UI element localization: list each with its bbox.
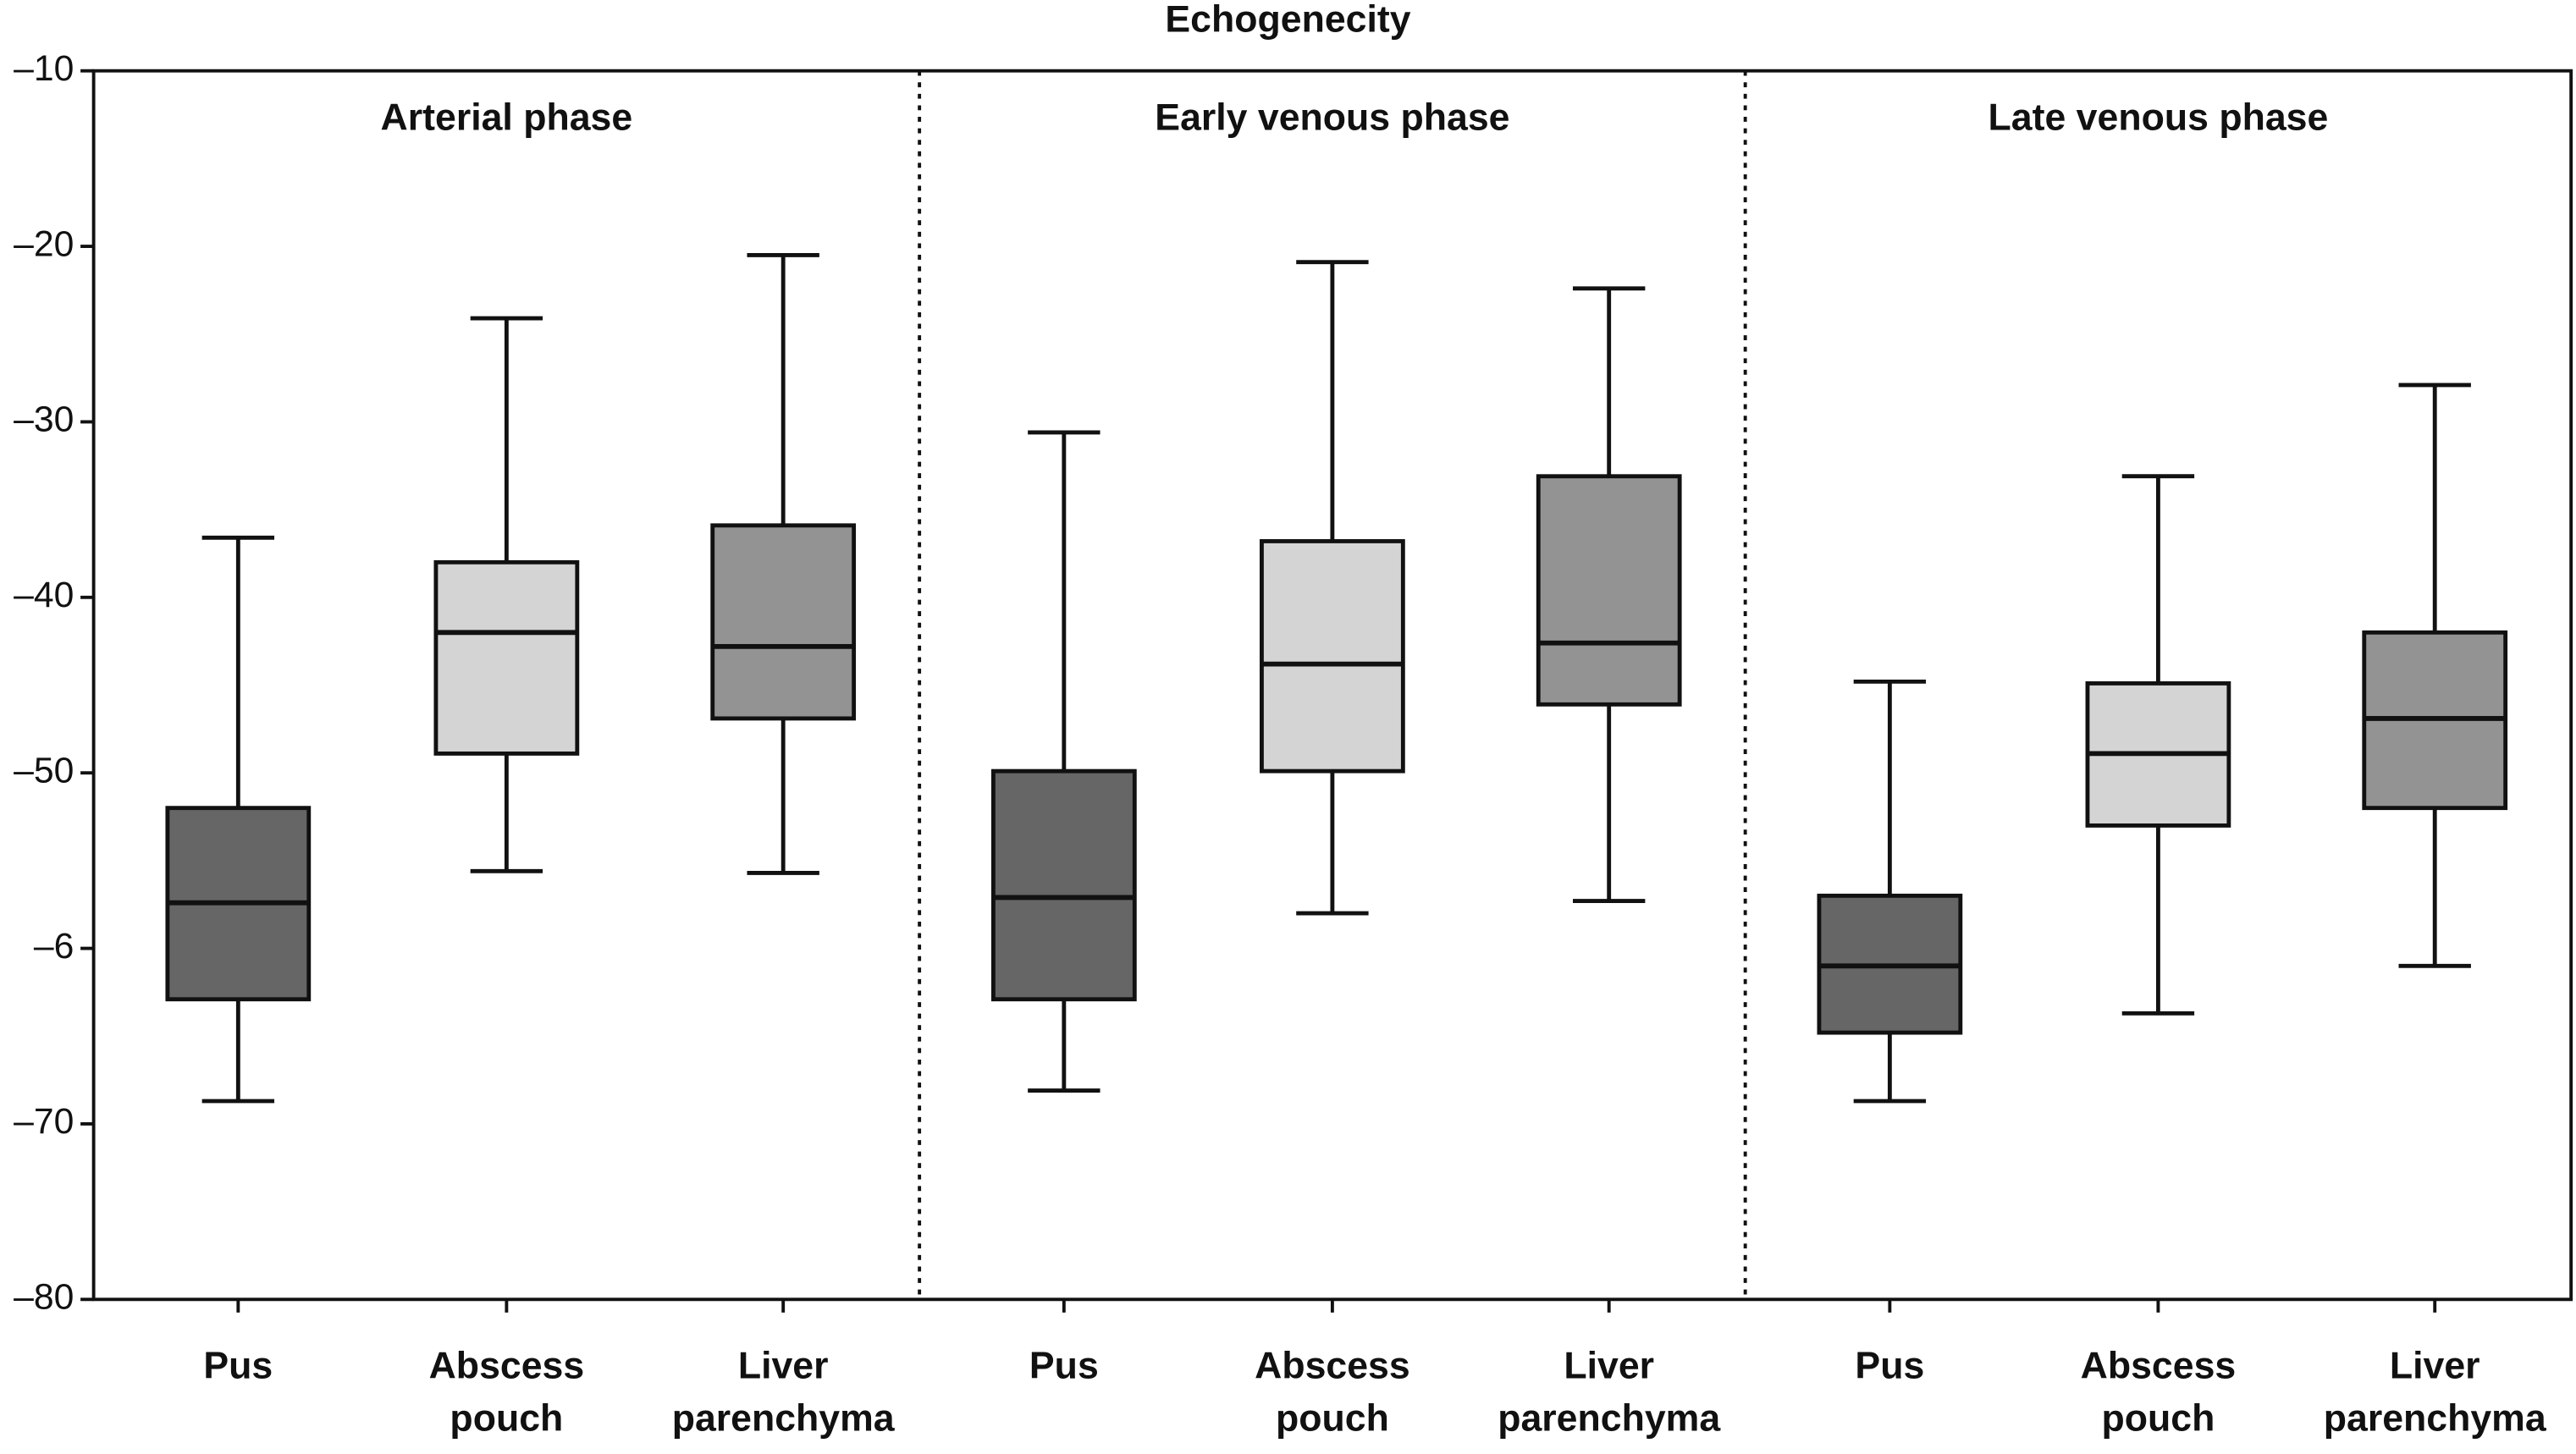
x-tick-label: Pus bbox=[1029, 1346, 1099, 1387]
y-tick-label: –30 bbox=[14, 399, 74, 440]
x-tick-label: Liver bbox=[2390, 1346, 2480, 1387]
box bbox=[433, 559, 580, 756]
x-tick-label: parenchyma bbox=[672, 1398, 896, 1440]
box bbox=[710, 523, 857, 721]
y-tick-label: –6 bbox=[34, 926, 74, 967]
x-tick-label: parenchyma bbox=[1498, 1398, 1721, 1440]
x-tick-label: Abscess bbox=[2081, 1346, 2237, 1387]
x-tick-label: pouch bbox=[450, 1398, 563, 1440]
x-tick-label: parenchyma bbox=[2324, 1398, 2547, 1440]
panel-title: Arterial phase bbox=[381, 97, 633, 139]
panel-title: Late venous phase bbox=[1989, 97, 2329, 139]
y-tick-label: –10 bbox=[14, 48, 74, 89]
box bbox=[1260, 539, 1405, 774]
x-tick-label: Abscess bbox=[429, 1346, 585, 1387]
x-tick-label: pouch bbox=[1276, 1398, 1389, 1440]
y-tick-label: –40 bbox=[14, 575, 74, 615]
x-tick-label: Liver bbox=[1564, 1346, 1654, 1387]
box bbox=[990, 768, 1137, 1002]
chart-title: Echogenecity bbox=[1165, 0, 1410, 40]
x-tick-label: pouch bbox=[2101, 1398, 2215, 1440]
y-tick-label: –70 bbox=[14, 1101, 74, 1142]
panel-title: Early venous phase bbox=[1155, 97, 1509, 139]
y-tick-label: –80 bbox=[14, 1277, 74, 1318]
y-tick-label: –50 bbox=[14, 750, 74, 790]
x-tick-label: Pus bbox=[1855, 1346, 1924, 1387]
x-tick-label: Liver bbox=[738, 1346, 829, 1387]
y-tick-label: –20 bbox=[14, 223, 74, 264]
x-tick-label: Pus bbox=[203, 1346, 273, 1387]
x-tick-label: Abscess bbox=[1255, 1346, 1410, 1387]
box bbox=[1536, 474, 1682, 707]
